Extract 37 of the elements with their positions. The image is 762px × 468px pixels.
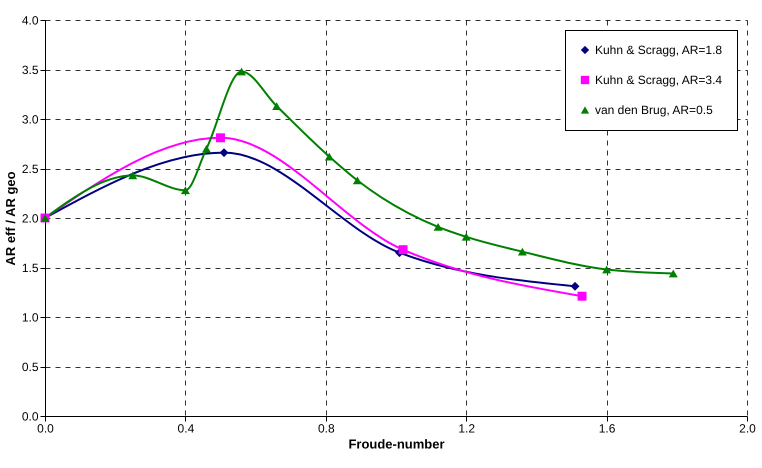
x-axis-title: Froude-number — [348, 436, 445, 452]
y-tick-label: 2.5 — [22, 162, 39, 176]
x-tick-label: 0.4 — [178, 422, 195, 436]
x-tick-label: 1.6 — [598, 422, 616, 436]
y-tick-label: 3.5 — [22, 63, 39, 77]
point — [180, 186, 190, 194]
x-tick-label: 0.8 — [318, 422, 335, 436]
point — [518, 248, 527, 256]
point — [578, 292, 586, 301]
point — [237, 68, 246, 76]
y-axis-title: AR eff / AR geo — [2, 171, 18, 266]
y-tick-label: 4.0 — [22, 14, 39, 28]
point — [570, 282, 580, 291]
legend-label: Kuhn & Scragg, AR=3.4 — [595, 73, 722, 87]
point — [434, 223, 443, 231]
y-tick-label: 1.0 — [22, 310, 39, 324]
point — [602, 266, 612, 274]
y-tick-label: 1.5 — [22, 261, 39, 275]
x-tick-label: 1.2 — [458, 422, 476, 436]
y-tick-label: 0.0 — [22, 410, 39, 424]
point — [352, 176, 362, 184]
y-tick-label: 0.5 — [22, 360, 39, 374]
legend-label: Kuhn & Scragg, AR=1.8 — [595, 43, 722, 57]
x-tick-label: 0.0 — [37, 422, 54, 436]
point — [272, 102, 282, 110]
point — [220, 148, 228, 158]
point — [202, 144, 211, 153]
x-tick-label: 2.0 — [739, 422, 756, 436]
y-tick-label: 3.0 — [22, 112, 39, 126]
point — [398, 245, 408, 254]
legend-label: van den Brug, AR=0.5 — [595, 103, 714, 117]
point — [128, 172, 138, 180]
point — [216, 133, 225, 142]
point — [462, 232, 471, 241]
point — [324, 152, 334, 160]
point — [668, 270, 678, 278]
y-tick-label: 2.0 — [22, 212, 39, 226]
